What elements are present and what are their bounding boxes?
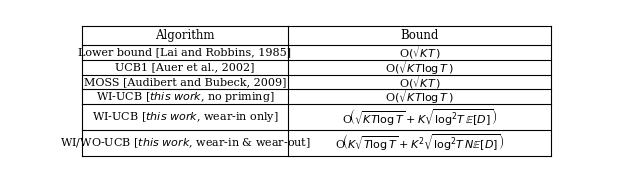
Text: Algorithm: Algorithm	[155, 29, 215, 42]
Text: WI/WO-UCB [$\it{this\ work}$, wear-in & wear-out]: WI/WO-UCB [$\it{this\ work}$, wear-in & …	[59, 136, 310, 150]
Text: $\mathdefault{O}(\sqrt{KT\log T})$: $\mathdefault{O}(\sqrt{KT\log T})$	[386, 58, 454, 76]
Text: MOSS [Audibert and Bubeck, 2009]: MOSS [Audibert and Bubeck, 2009]	[84, 77, 286, 87]
Text: $\mathdefault{O}\!\left(K\sqrt{T\log T}+K^2\sqrt{\log^2\!T\,N\mathbb{E}[D]}\righ: $\mathdefault{O}\!\left(K\sqrt{T\log T}+…	[335, 133, 504, 153]
Text: UCB1 [Auer et al., 2002]: UCB1 [Auer et al., 2002]	[116, 62, 255, 72]
Text: Bound: Bound	[400, 29, 439, 42]
Text: $\mathdefault{O}(\sqrt{KT\log T})$: $\mathdefault{O}(\sqrt{KT\log T})$	[386, 87, 454, 106]
Text: WI-UCB [$\it{this\ work}$, no priming]: WI-UCB [$\it{this\ work}$, no priming]	[96, 90, 274, 104]
Text: $\mathdefault{O}\!\left(\sqrt{KT\log T}+K\sqrt{\log^2\!T\,\mathbb{E}[D]}\right)$: $\mathdefault{O}\!\left(\sqrt{KT\log T}+…	[342, 107, 497, 128]
Text: Lower bound [Lai and Robbins, 1985]: Lower bound [Lai and Robbins, 1985]	[78, 47, 292, 57]
Text: $\mathdefault{O}(\sqrt{KT})$: $\mathdefault{O}(\sqrt{KT})$	[399, 73, 441, 91]
Text: $\mathdefault{O}(\sqrt{KT})$: $\mathdefault{O}(\sqrt{KT})$	[399, 44, 441, 61]
Text: WI-UCB [$\it{this\ work}$, wear-in only]: WI-UCB [$\it{this\ work}$, wear-in only]	[91, 110, 278, 124]
